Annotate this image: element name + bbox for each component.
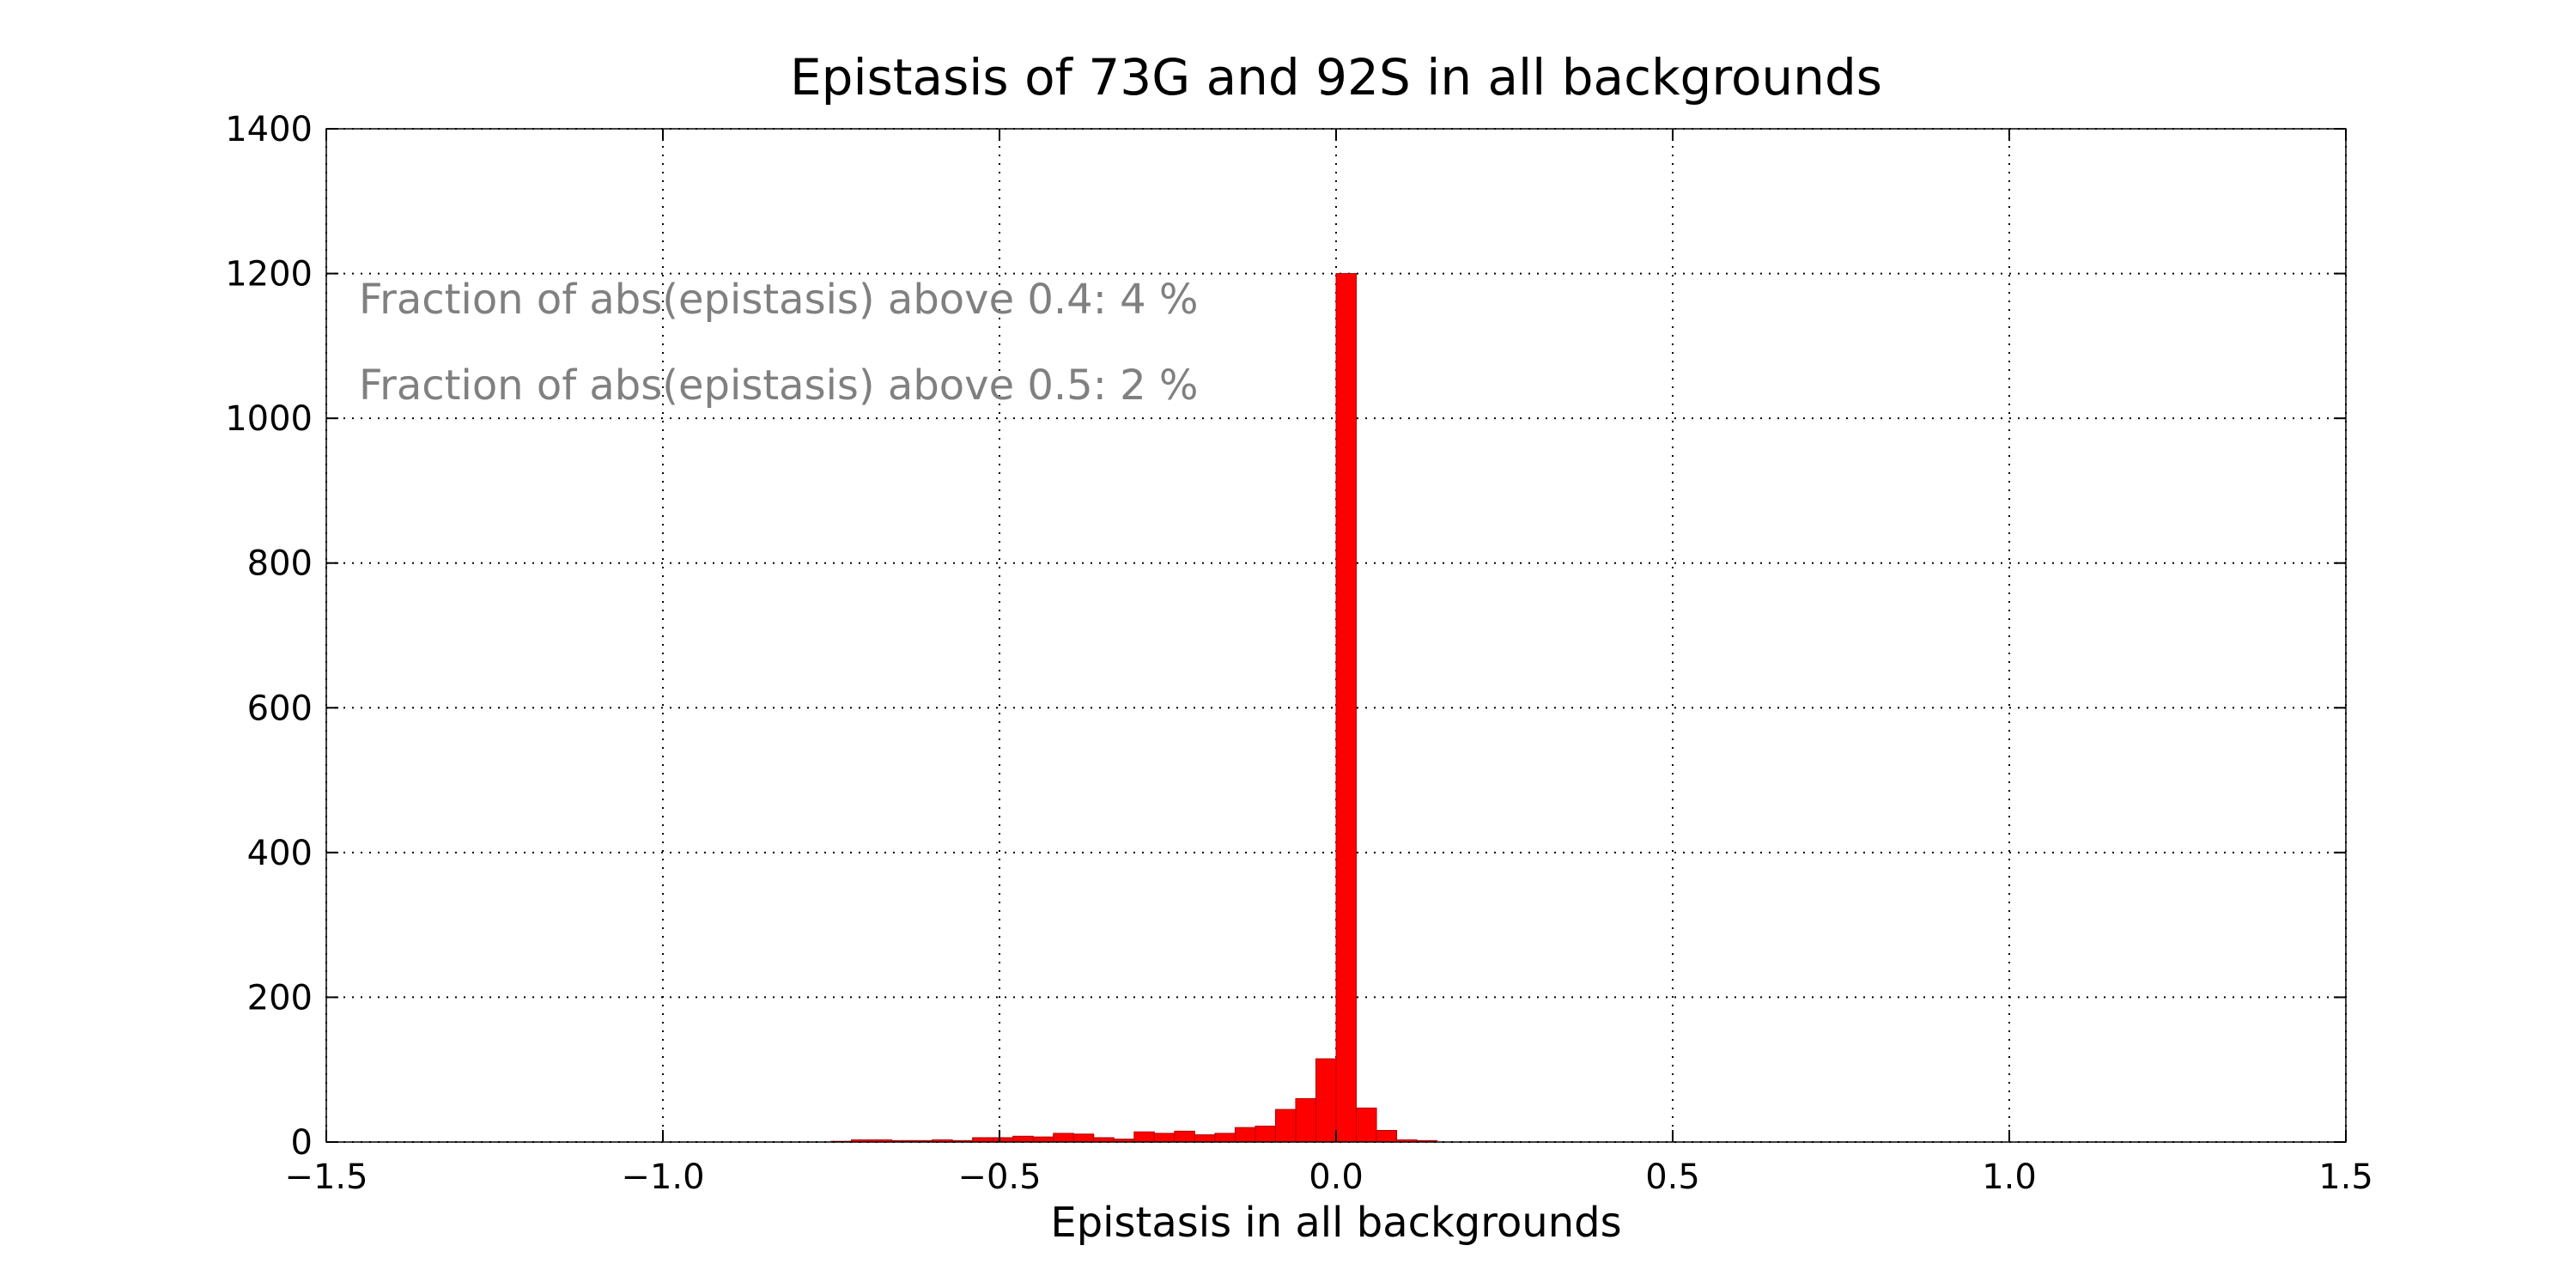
y-tick-label: 1000 [225, 399, 313, 439]
x-tick-label: −0.5 [957, 1157, 1041, 1197]
annotations: Fraction of abs(epistasis) above 0.4: 4 … [359, 276, 1199, 410]
histogram-bar [1133, 1131, 1155, 1143]
y-tick-label: 1200 [225, 255, 313, 295]
x-tick-label: 1.5 [2318, 1157, 2373, 1197]
y-tick-label: 800 [247, 544, 313, 584]
annotation-text: Fraction of abs(epistasis) above 0.4: 4 … [359, 276, 1199, 324]
histogram-bar [1174, 1130, 1195, 1143]
x-tick-label: −1.0 [621, 1157, 704, 1197]
histogram-bar [1012, 1135, 1034, 1143]
y-tick-label: 400 [247, 834, 313, 873]
x-tick-label: 1.0 [1982, 1157, 2037, 1197]
annotation-text: Fraction of abs(epistasis) above 0.5: 2 … [359, 361, 1199, 410]
histogram-bar [1376, 1130, 1398, 1143]
histogram-bar [1053, 1133, 1074, 1143]
x-tick-label: 0.0 [1309, 1157, 1364, 1197]
chart-title: Epistasis of 73G and 92S in all backgrou… [790, 48, 1882, 106]
y-tick-label: 600 [247, 689, 313, 728]
histogram-bar [1072, 1133, 1095, 1143]
histogram-bar [1032, 1136, 1054, 1143]
y-tick-label: 200 [247, 978, 313, 1018]
histogram-bar [1274, 1109, 1297, 1143]
y-tick-label: 0 [291, 1123, 313, 1163]
histogram-bar [1093, 1137, 1115, 1143]
x-tick-label: 0.5 [1645, 1157, 1700, 1197]
histogram-bar [1356, 1107, 1377, 1143]
histogram-bar [992, 1137, 1014, 1143]
histogram-bar [1315, 1058, 1337, 1143]
histogram-bar [1194, 1134, 1216, 1143]
axis-ticks: −1.5 −1.0 −0.5 0.0 0.5 1.0 1.5 0 200 400 600 800 100… [225, 110, 2373, 1197]
histogram-bar [1255, 1125, 1276, 1143]
histogram-bar [1214, 1133, 1236, 1143]
x-tick-label: −1.5 [284, 1157, 368, 1197]
histogram-bar [1234, 1127, 1256, 1143]
histogram-bar [1153, 1133, 1176, 1143]
histogram-bar [972, 1137, 993, 1143]
histogram-bar [1295, 1097, 1316, 1143]
y-tick-label: 1400 [225, 110, 313, 149]
x-axis-label: Epistasis in all backgrounds [1050, 1199, 1621, 1247]
histogram-bar [1335, 273, 1358, 1143]
